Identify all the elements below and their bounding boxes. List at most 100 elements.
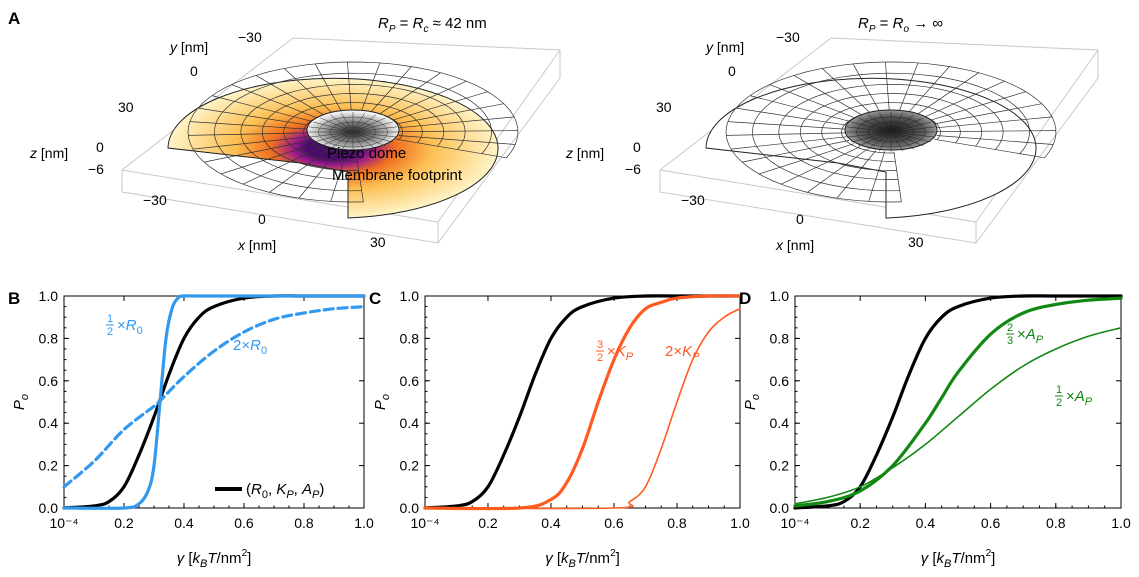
piezo-dome-flat-mesh (845, 112, 937, 152)
dome-spoke (858, 117, 892, 133)
mesh-spoke (269, 148, 330, 193)
a-left-y-tick-neg30: −30 (238, 29, 262, 45)
annotation-half-r0-fraction-denominator: 2 (107, 326, 113, 338)
mesh-spoke (893, 151, 902, 202)
dome-spoke (340, 131, 354, 152)
dome-spoke (890, 114, 915, 133)
x-axis-label: γ [kBT/nm2] (177, 548, 252, 570)
y-tick-label: 0.2 (770, 458, 790, 474)
panel-d: D 0.0 0.2 0.4 0.6 0.8 1.0 10⁻⁴ 0.2 0.4 0.6 0.8 1.0 γ … (739, 288, 1131, 570)
annotation-half-r0-fraction: 12 (106, 313, 114, 338)
x-tick-label: 10⁻⁴ (411, 515, 440, 531)
y-tick-label: 1.0 (770, 288, 790, 304)
mesh-spoke (192, 136, 309, 150)
membrane-footprint-label: Membrane footprint (332, 167, 463, 184)
y-axis-label: Po (742, 394, 762, 410)
mesh-spoke (360, 62, 381, 113)
dome-spoke (313, 121, 354, 133)
annotation-3-2-kp-fraction: 32 (596, 339, 604, 364)
x-tick-label: 0.8 (1046, 515, 1066, 531)
x-tick-label: 0.2 (478, 515, 498, 531)
x-tick-label: 0.6 (981, 515, 1001, 531)
y-tick-label: 0.0 (770, 500, 790, 516)
dome-spoke (352, 131, 393, 143)
y-tick-label: 0.2 (39, 458, 59, 474)
mesh-spoke (390, 91, 489, 122)
x-tick-label: 0.4 (174, 515, 194, 531)
dome-spoke (846, 131, 892, 138)
mesh-spoke (936, 135, 1054, 145)
x-tick-label: 0.8 (667, 515, 687, 531)
dome-spoke (846, 126, 892, 133)
piezo-dome-label: Piezo dome (327, 145, 406, 162)
a-right-y-tick-30: 30 (656, 99, 672, 115)
dome-spoke (340, 112, 354, 133)
a-right-z-tick-neg6: −6 (625, 161, 641, 177)
annotation-1-2-ap-fraction-numerator: 1 (1056, 384, 1062, 396)
mesh-spoke (726, 132, 845, 136)
a-left-z-label: z [nm] (29, 145, 68, 161)
mesh-spoke (255, 75, 326, 117)
panel-a-right-surface (705, 61, 1057, 219)
annotation-2-3-ap-fraction-numerator: 2 (1007, 322, 1013, 334)
annotation-half-r0: ×R0 (117, 317, 143, 337)
mesh-spoke (314, 63, 343, 114)
panel-letter: B (8, 289, 20, 308)
dome-spoke (890, 131, 931, 143)
mesh-spoke (852, 63, 881, 114)
y-tick-label: 0.0 (39, 500, 59, 516)
dome-spoke (867, 131, 892, 150)
mesh-spoke (758, 143, 855, 175)
mesh-spoke (922, 80, 1005, 119)
mesh-spoke (347, 61, 352, 113)
y-tick-label: 0.6 (39, 373, 59, 389)
mesh-spoke (211, 95, 314, 123)
mesh-spoke (868, 151, 886, 202)
mesh-spoke (769, 84, 858, 120)
dome-spoke (890, 131, 924, 147)
y-tick-label: 1.0 (39, 288, 59, 304)
panel-letter: D (739, 289, 751, 308)
x-tick-label: 0.8 (294, 515, 314, 531)
y-tick-label: 0.4 (400, 415, 420, 431)
mesh-spoke (735, 107, 848, 126)
dome-spoke (878, 131, 892, 152)
annotation-1-2-ap: ×AP (1066, 388, 1093, 408)
mesh-spoke (937, 130, 1057, 132)
y-tick-label: 0.4 (770, 415, 790, 431)
dome-spoke (329, 131, 354, 150)
x-tick-label: 0.2 (850, 515, 870, 531)
dome-spoke (352, 126, 398, 133)
x-tick-label: 0.4 (916, 515, 936, 531)
a-left-x-label: x [nm] (237, 237, 276, 253)
series-line (793, 294, 1123, 510)
series-line (62, 294, 366, 510)
annotation-2r0: 2×R0 (233, 337, 267, 357)
a-left-z-tick-0: 0 (96, 139, 104, 155)
mesh-spoke (933, 103, 1043, 125)
mesh-spoke (727, 121, 846, 130)
annotation-2kp: 2×KP (665, 343, 700, 363)
x-tick-label: 0.2 (114, 515, 134, 531)
panel-a-right-title: RP = Ro → ∞ (858, 15, 943, 35)
dome-spoke (858, 131, 892, 147)
mesh-spoke (395, 103, 505, 125)
x-tick-label: 1.0 (730, 515, 750, 531)
mesh-spoke (885, 61, 890, 113)
y-tick-label: 0.0 (400, 500, 420, 516)
a-right-z-tick-0: 0 (633, 139, 641, 155)
dome-spoke (352, 131, 366, 152)
annotation-2-3-ap-fraction-denominator: 3 (1007, 335, 1013, 347)
annotation-2-3-ap: ×AP (1017, 326, 1044, 346)
a-left-x-tick-neg30: −30 (143, 192, 167, 208)
mesh-spoke (398, 135, 516, 145)
a-left-y-tick-0: 0 (190, 63, 198, 79)
mesh-spoke (377, 72, 441, 116)
dome-spoke (890, 131, 915, 150)
dome-spoke (313, 131, 354, 143)
mesh-spoke (915, 72, 979, 116)
panel-a-left-surface (167, 61, 519, 219)
dome-spoke (320, 117, 354, 133)
mesh-spoke (807, 148, 868, 193)
